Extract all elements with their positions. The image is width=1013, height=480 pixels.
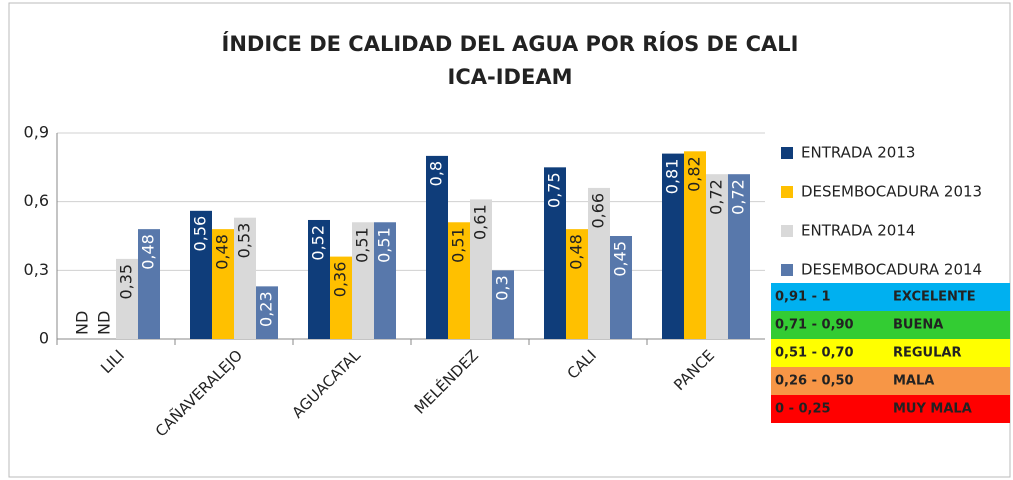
value-label: 0,75 xyxy=(545,172,564,208)
bar xyxy=(492,270,514,339)
legend-label: DESEMBOCADURA 2014 xyxy=(801,261,982,279)
legend-swatch xyxy=(781,147,793,159)
value-label: 0,66 xyxy=(589,193,608,229)
bar xyxy=(234,217,256,339)
legend-swatch xyxy=(781,225,793,237)
value-label: 0,52 xyxy=(309,225,328,261)
bar xyxy=(138,229,160,339)
value-label: 0,51 xyxy=(353,227,372,263)
bar xyxy=(352,222,374,339)
legend-label: DESEMBOCADURA 2013 xyxy=(801,183,982,201)
chart-title: ÍNDICE DE CALIDAD DEL AGUA POR RÍOS DE C… xyxy=(222,31,799,56)
bar xyxy=(330,256,352,339)
y-tick-label: 0,3 xyxy=(24,260,49,279)
scale-row xyxy=(771,339,1010,367)
scale-label: REGULAR xyxy=(893,346,961,361)
scale-label: MUY MALA xyxy=(893,402,972,417)
chart-subtitle: ICA-IDEAM xyxy=(448,65,573,89)
scale-label: MALA xyxy=(893,374,934,389)
scale-label: BUENA xyxy=(893,318,943,333)
y-tick-label: 0,9 xyxy=(24,123,49,142)
legend-label: ENTRADA 2014 xyxy=(801,222,915,240)
legend-swatch xyxy=(781,186,793,198)
legend-swatch xyxy=(781,264,793,276)
value-label: 0,45 xyxy=(611,241,630,277)
value-label: 0,23 xyxy=(257,291,276,327)
value-label: 0,8 xyxy=(427,161,446,186)
value-label: ND xyxy=(73,311,92,335)
value-label: 0,53 xyxy=(235,223,254,259)
value-label: 0,72 xyxy=(729,179,748,215)
bar xyxy=(426,155,448,339)
value-label: 0,51 xyxy=(449,227,468,263)
scale-row xyxy=(771,283,1010,311)
bar xyxy=(308,219,330,339)
value-label: 0,56 xyxy=(191,216,210,252)
bar xyxy=(610,236,632,339)
bar xyxy=(706,174,728,339)
scale-range: 0,51 - 0,70 xyxy=(775,346,854,361)
value-label: 0,72 xyxy=(707,179,726,215)
bar xyxy=(116,258,138,339)
scale-row xyxy=(771,395,1010,423)
bar xyxy=(544,167,566,339)
value-label: 0,35 xyxy=(117,264,136,300)
bar xyxy=(662,153,684,339)
value-label: 0,48 xyxy=(213,234,232,270)
scale-label: EXCELENTE xyxy=(893,290,976,305)
bar xyxy=(566,229,588,339)
value-label: 0,3 xyxy=(493,275,512,300)
scale-row xyxy=(771,367,1010,395)
bar xyxy=(684,151,706,339)
bar xyxy=(728,174,750,339)
bar xyxy=(212,229,234,339)
scale-range: 0,26 - 0,50 xyxy=(775,374,854,389)
scale-range: 0,91 - 1 xyxy=(775,290,831,305)
value-label: 0,61 xyxy=(471,204,490,240)
value-label: 0,51 xyxy=(375,227,394,263)
bar xyxy=(448,222,470,339)
scale-range: 0 - 0,25 xyxy=(775,402,831,417)
y-tick-label: 0,6 xyxy=(24,191,49,210)
value-label: ND xyxy=(95,311,114,335)
value-label: 0,48 xyxy=(139,234,158,270)
bar xyxy=(470,199,492,339)
value-label: 0,36 xyxy=(331,262,350,298)
bar xyxy=(588,187,610,339)
value-label: 0,82 xyxy=(685,156,704,192)
scale-row xyxy=(771,311,1010,339)
bar xyxy=(190,210,212,339)
bar xyxy=(256,286,278,339)
bar xyxy=(374,222,396,339)
legend-label: ENTRADA 2013 xyxy=(801,144,915,162)
value-label: 0,48 xyxy=(567,234,586,270)
value-label: 0,81 xyxy=(663,159,682,195)
y-tick-label: 0 xyxy=(39,329,49,348)
scale-range: 0,71 - 0,90 xyxy=(775,318,854,333)
